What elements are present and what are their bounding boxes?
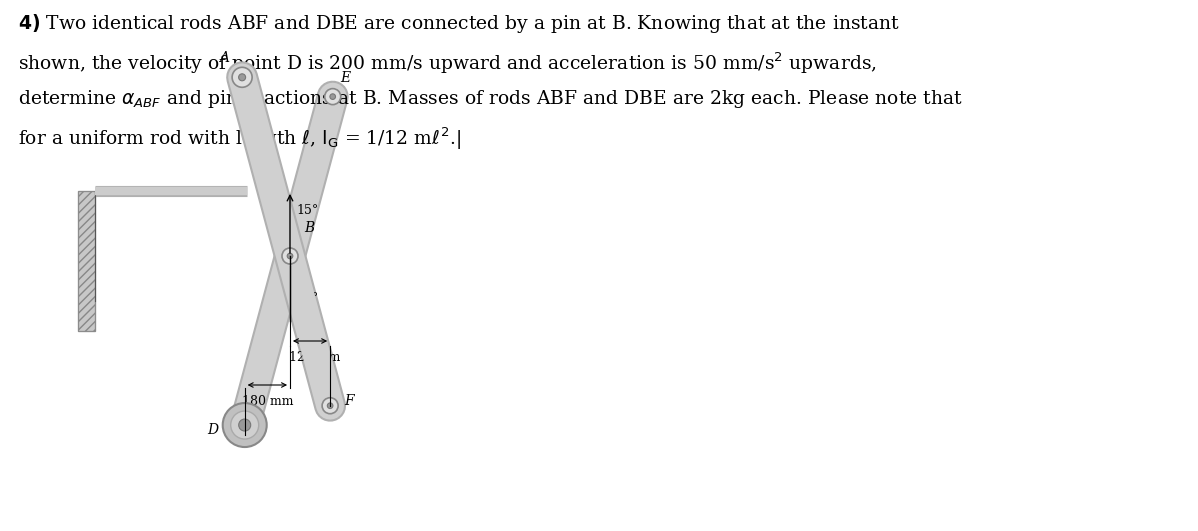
Text: E: E xyxy=(340,71,351,84)
Circle shape xyxy=(327,403,333,408)
Circle shape xyxy=(288,253,292,259)
Circle shape xyxy=(282,248,298,264)
Circle shape xyxy=(231,411,259,439)
Circle shape xyxy=(238,74,246,81)
Text: shown, the velocity of point D is 200 mm/s upward and acceleration is 50 mm/s$^2: shown, the velocity of point D is 200 mm… xyxy=(18,50,877,75)
Polygon shape xyxy=(78,191,95,331)
Circle shape xyxy=(223,403,267,447)
Circle shape xyxy=(329,94,335,99)
Text: 15°: 15° xyxy=(296,292,319,304)
Text: 15°: 15° xyxy=(296,204,319,218)
Text: A: A xyxy=(219,52,229,65)
Text: D: D xyxy=(207,423,218,437)
Text: F: F xyxy=(344,393,353,408)
Circle shape xyxy=(322,398,338,414)
Text: $\mathbf{4)}$ Two identical rods ABF and DBE are connected by a pin at B. Knowin: $\mathbf{4)}$ Two identical rods ABF and… xyxy=(18,12,900,35)
Text: 180 mm: 180 mm xyxy=(242,395,294,408)
Text: for a uniform rod with length $\ell$, $\mathrm{I_G}$ = 1/12 m$\ell^2$.|: for a uniform rod with length $\ell$, $\… xyxy=(18,126,461,152)
Text: determine $\alpha_{ABF}$ and pin reactions at B. Masses of rods ABF and DBE are : determine $\alpha_{ABF}$ and pin reactio… xyxy=(18,88,963,110)
Circle shape xyxy=(238,419,250,431)
Text: B: B xyxy=(304,221,314,235)
Circle shape xyxy=(232,67,252,87)
Text: 120 mm: 120 mm xyxy=(290,351,340,364)
Circle shape xyxy=(325,89,340,105)
